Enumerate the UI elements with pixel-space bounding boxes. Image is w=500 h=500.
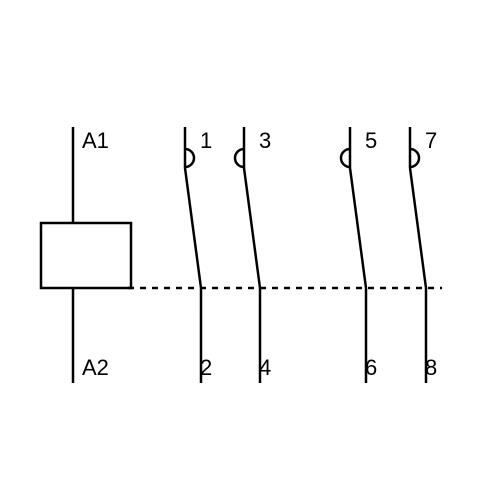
- coil-symbol: [41, 223, 131, 288]
- contact-1-2: [185, 127, 201, 383]
- contact-5-6: [341, 127, 366, 383]
- contact-terminal-3: 3: [259, 128, 271, 153]
- contact-terminal-8: 8: [425, 355, 437, 380]
- contact-indicator-icon: [185, 149, 194, 167]
- contact-terminal-4: 4: [259, 355, 271, 380]
- contact-terminal-5: 5: [365, 128, 377, 153]
- contact-indicator-icon: [410, 149, 419, 167]
- contact-3-4: [235, 127, 260, 383]
- contact-terminal-1: 1: [200, 128, 212, 153]
- contact-indicator-icon: [235, 149, 244, 167]
- coil-terminal-a2: A2: [82, 355, 109, 380]
- relay-schematic: A1 A2 1 2 3 4 5 6 7 8: [0, 0, 500, 500]
- contact-7-8: [410, 127, 426, 383]
- contact-terminal-6: 6: [365, 355, 377, 380]
- contact-indicator-icon: [341, 149, 350, 167]
- contact-terminal-7: 7: [425, 128, 437, 153]
- coil-terminal-a1: A1: [82, 128, 109, 153]
- contact-terminal-2: 2: [200, 355, 212, 380]
